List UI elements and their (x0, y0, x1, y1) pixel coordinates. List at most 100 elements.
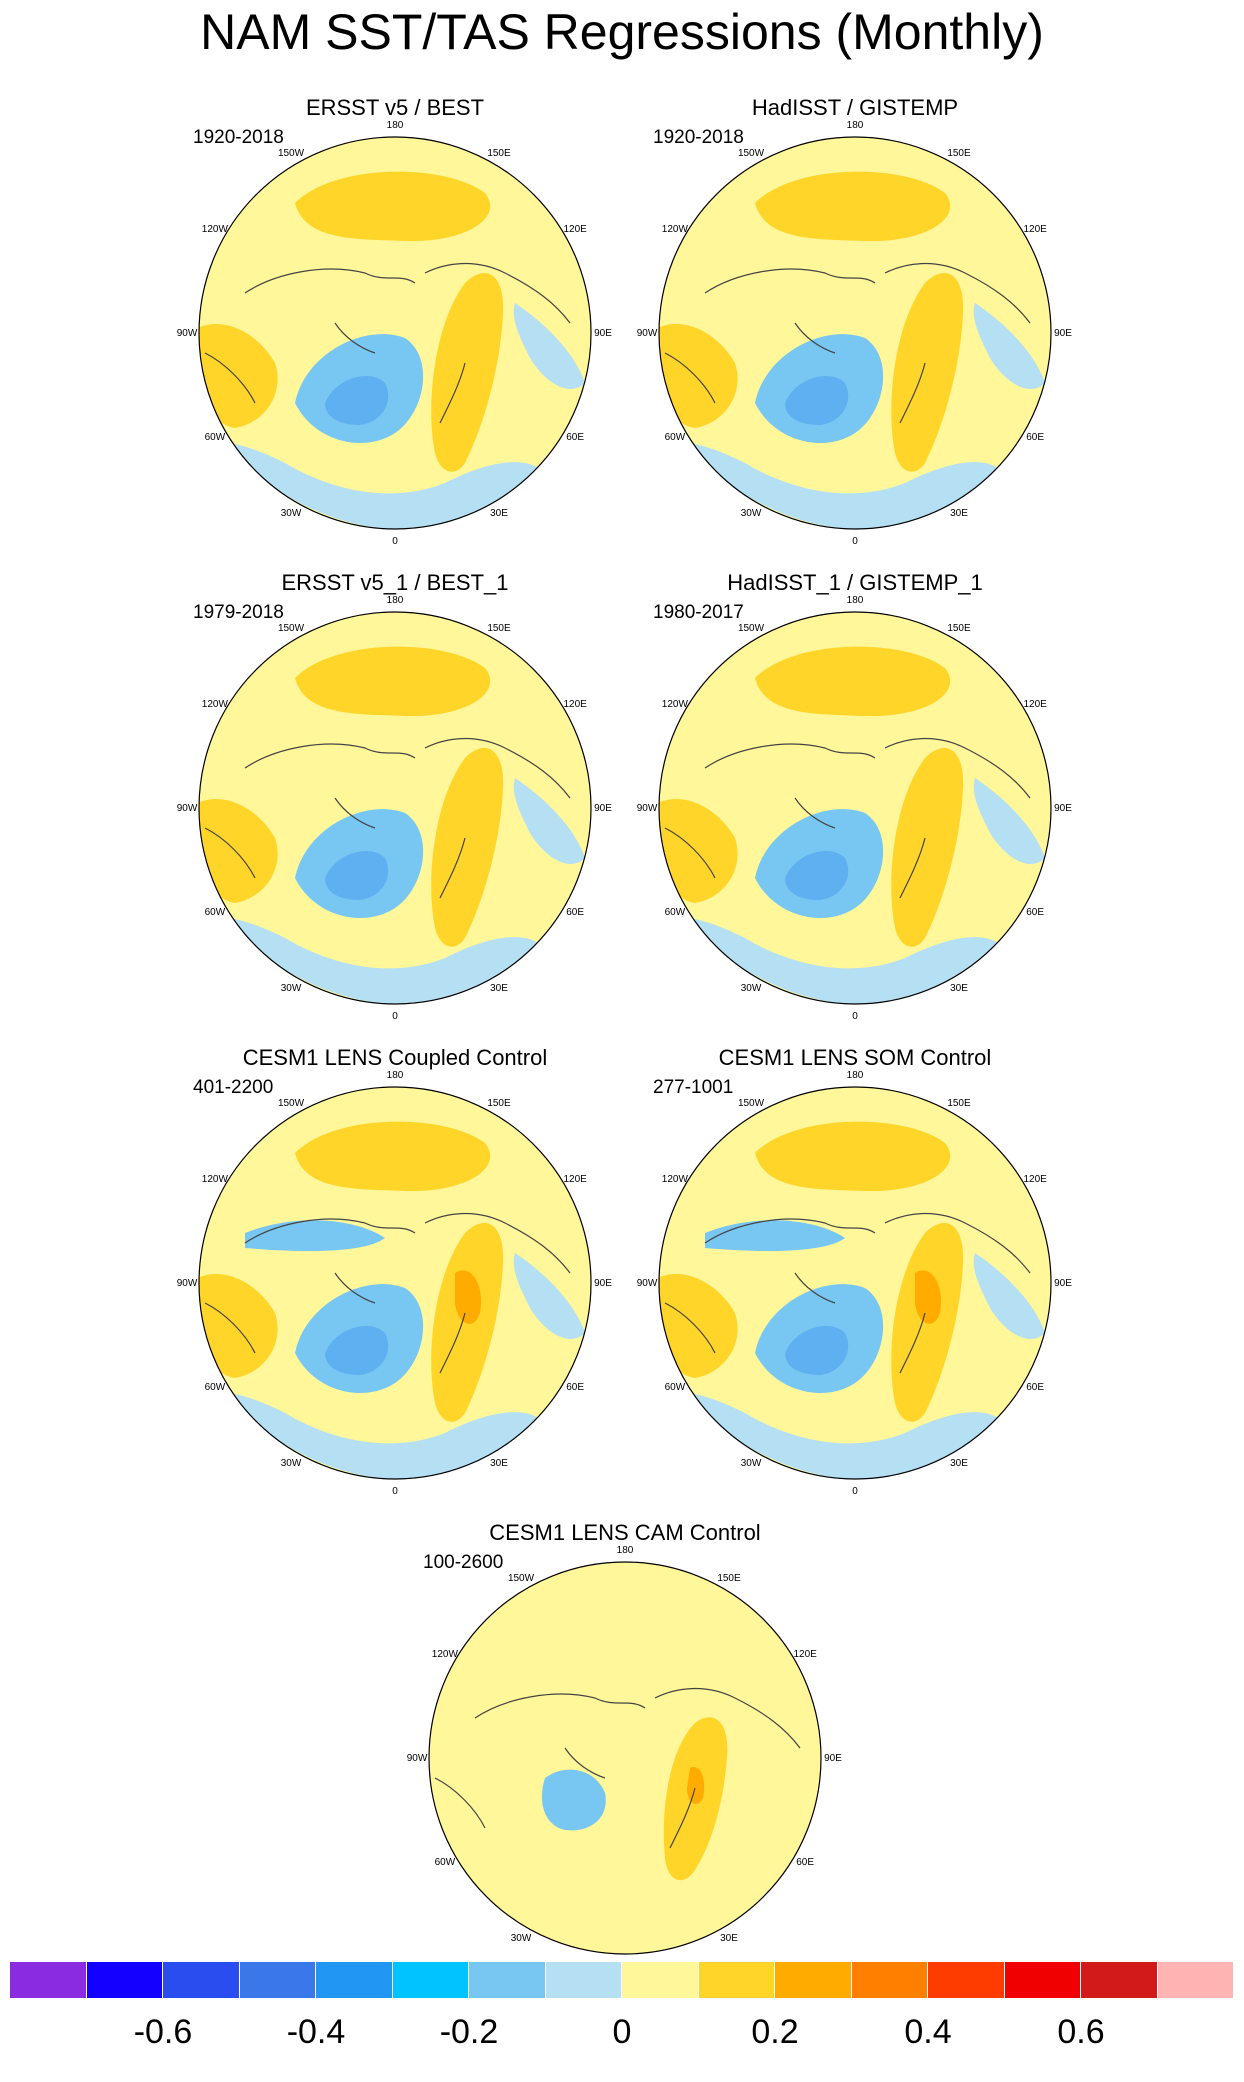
anomaly-region (513, 1253, 585, 1339)
longitude-label: 150E (487, 623, 511, 634)
map-panel: HadISST / GISTEMP 180 150E 120E 90E 60E 30E 0 30… (637, 95, 1073, 547)
longitude-label: 120E (793, 1649, 817, 1660)
longitude-label: 180 (387, 1070, 404, 1081)
longitude-label: 30W (741, 983, 762, 994)
colorbar-swatch (1004, 1962, 1081, 1998)
panel-period: 277-1001 (653, 1077, 734, 1098)
longitude-label: 0 (392, 1011, 398, 1022)
longitude-label: 90E (1054, 328, 1072, 339)
longitude-label: 30E (490, 508, 508, 519)
longitude-label: 120E (1023, 699, 1047, 710)
colorbar-label: 0 (612, 2013, 632, 2051)
longitude-label: 180 (387, 595, 404, 606)
longitude-label: 60E (1026, 1382, 1044, 1393)
coastline (704, 1218, 876, 1244)
longitude-label: 150E (487, 1098, 511, 1109)
anomaly-region (705, 1220, 845, 1251)
anomaly-region (245, 1220, 385, 1251)
anomaly-region (325, 1325, 389, 1375)
map-background (659, 612, 1051, 1004)
longitude-label: 150E (717, 1573, 741, 1584)
anomaly-region (295, 646, 491, 717)
anomaly-region (295, 171, 491, 242)
coastline (654, 1688, 801, 1749)
map-border (198, 136, 592, 530)
colorbar-swatch (545, 1962, 622, 1998)
anomaly-region (225, 918, 545, 1004)
coastline (899, 1312, 926, 1374)
panel-period: 401-2200 (193, 1077, 274, 1098)
longitude-label: 60W (665, 432, 686, 443)
coastline (794, 322, 836, 354)
longitude-label: 60E (566, 907, 584, 918)
longitude-label: 150W (738, 148, 765, 159)
coastline (794, 797, 836, 829)
longitude-label: 60E (566, 432, 584, 443)
longitude-label: 0 (852, 1011, 858, 1022)
longitude-label: 30E (950, 1458, 968, 1469)
colorbar-label: 0.4 (904, 2013, 952, 2051)
coastline (439, 837, 466, 899)
anomaly-region (687, 1767, 705, 1805)
coastline (899, 362, 926, 424)
longitude-label: 150E (947, 148, 971, 159)
coastline (564, 1747, 606, 1779)
map-background (199, 1087, 591, 1479)
anomaly-region (541, 1769, 606, 1831)
colorbar-swatch (392, 1962, 469, 1998)
panel-period: 1979-2018 (193, 602, 284, 623)
coastline (244, 743, 416, 769)
anomaly-region (785, 375, 849, 425)
coastline (204, 352, 256, 404)
coastline (424, 1213, 571, 1274)
panel-title: CESM1 LENS SOM Control (718, 1045, 992, 1070)
panel-title: HadISST / GISTEMP (751, 95, 959, 120)
colorbar-label: 0.6 (1057, 2013, 1105, 2051)
longitude-label: 120W (202, 699, 229, 710)
longitude-label: 120E (1023, 224, 1047, 235)
longitude-label: 120E (563, 224, 587, 235)
longitude-label: 120W (662, 224, 689, 235)
longitude-label: 150W (278, 148, 305, 159)
anomaly-region (685, 443, 1005, 529)
colorbar-swatch (1157, 1962, 1234, 1998)
anomaly-region (225, 1393, 545, 1479)
longitude-label: 150E (487, 148, 511, 159)
coastline (434, 1777, 486, 1829)
longitude-label: 60E (566, 1382, 584, 1393)
map-border (428, 1561, 822, 1955)
anomaly-region (755, 1121, 951, 1192)
map-border (198, 611, 592, 1005)
map-panel: CESM1 LENS SOM Control 180 150E 120E 90E 60E 3… (637, 1045, 1073, 1497)
map-background (659, 1087, 1051, 1479)
coastline (439, 362, 466, 424)
longitude-label: 90W (637, 328, 658, 339)
longitude-label: 90E (594, 803, 612, 814)
colorbar-swatch (469, 1962, 546, 1998)
colorbar-label: -0.4 (286, 2013, 346, 2051)
coastline (704, 743, 876, 769)
longitude-label: 30E (490, 983, 508, 994)
colorbar-swatch (928, 1962, 1005, 1998)
longitude-label: 30W (281, 983, 302, 994)
longitude-label: 90W (637, 1278, 658, 1289)
coastline (664, 1302, 716, 1354)
anomaly-region (455, 1270, 481, 1324)
colorbar-swatch (10, 1962, 87, 1998)
longitude-label: 60W (205, 907, 226, 918)
panel-title: HadISST_1 / GISTEMP_1 (727, 570, 983, 595)
anomaly-region (755, 646, 951, 717)
anomaly-region (431, 748, 504, 947)
longitude-label: 0 (392, 536, 398, 547)
longitude-label: 60E (796, 1857, 814, 1868)
map-panel: ERSST v5 / BEST 180 150E 120E 90E 60E 30E 0 30W 6… (177, 95, 613, 547)
coastline (704, 268, 876, 294)
longitude-label: 120E (1023, 1174, 1047, 1185)
anomaly-region (325, 375, 389, 425)
longitude-label: 0 (392, 1486, 398, 1497)
coastline (244, 268, 416, 294)
